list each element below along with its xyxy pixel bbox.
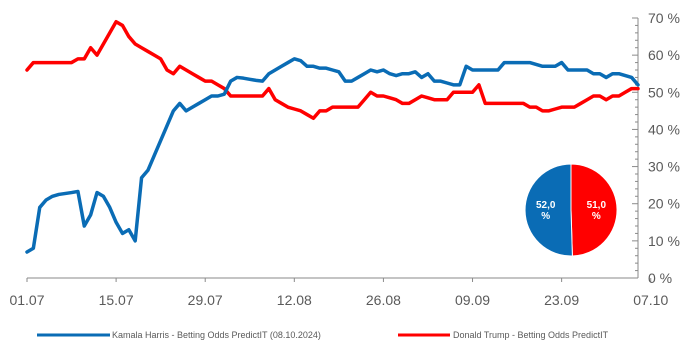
pie-label-harris: % [541,211,550,222]
x-tick-label: 12.08 [277,292,312,308]
x-tick-label: 09.09 [455,292,490,308]
y-tick-label: 20 % [648,196,680,212]
pie-slice-trump [570,163,618,257]
x-tick-label: 23.09 [544,292,579,308]
pie-label-trump: 51,0 [587,200,607,211]
y-tick-label: 40 % [648,121,680,137]
y-tick-label: 0 % [648,270,672,286]
y-tick-label: 30 % [648,159,680,175]
chart-axes: 01.07 15.07 29.07 12.08 26.08 09.09 23.09 07.10… [9,10,679,308]
pie-inset: 51,0%52,0% [524,163,618,257]
y-tick-label: 60 % [648,47,680,63]
x-tick-label: 07.10 [633,292,668,308]
pie-slice-harris [524,163,573,257]
y-tick-label: 10 % [648,233,680,249]
x-tick-label: 15.07 [99,292,134,308]
pie-label-harris: 52,0 [536,200,556,211]
chart-legend: Kamala Harris - Betting Odds PredictIT (… [37,330,609,340]
series-layer [25,19,640,254]
y-tick-label: 50 % [648,84,680,100]
legend-item-trump-label: Donald Trump - Betting Odds PredictIT [453,330,609,340]
x-tick-label: 29.07 [188,292,223,308]
x-tick-label: 01.07 [9,292,44,308]
series-line-trump [25,19,640,121]
series-line-harris [25,57,640,254]
pie-label-trump: % [592,211,601,222]
y-tick-label: 70 % [648,10,680,26]
legend-item-harris-label: Kamala Harris - Betting Odds PredictIT (… [112,330,321,340]
x-tick-label: 26.08 [366,292,401,308]
